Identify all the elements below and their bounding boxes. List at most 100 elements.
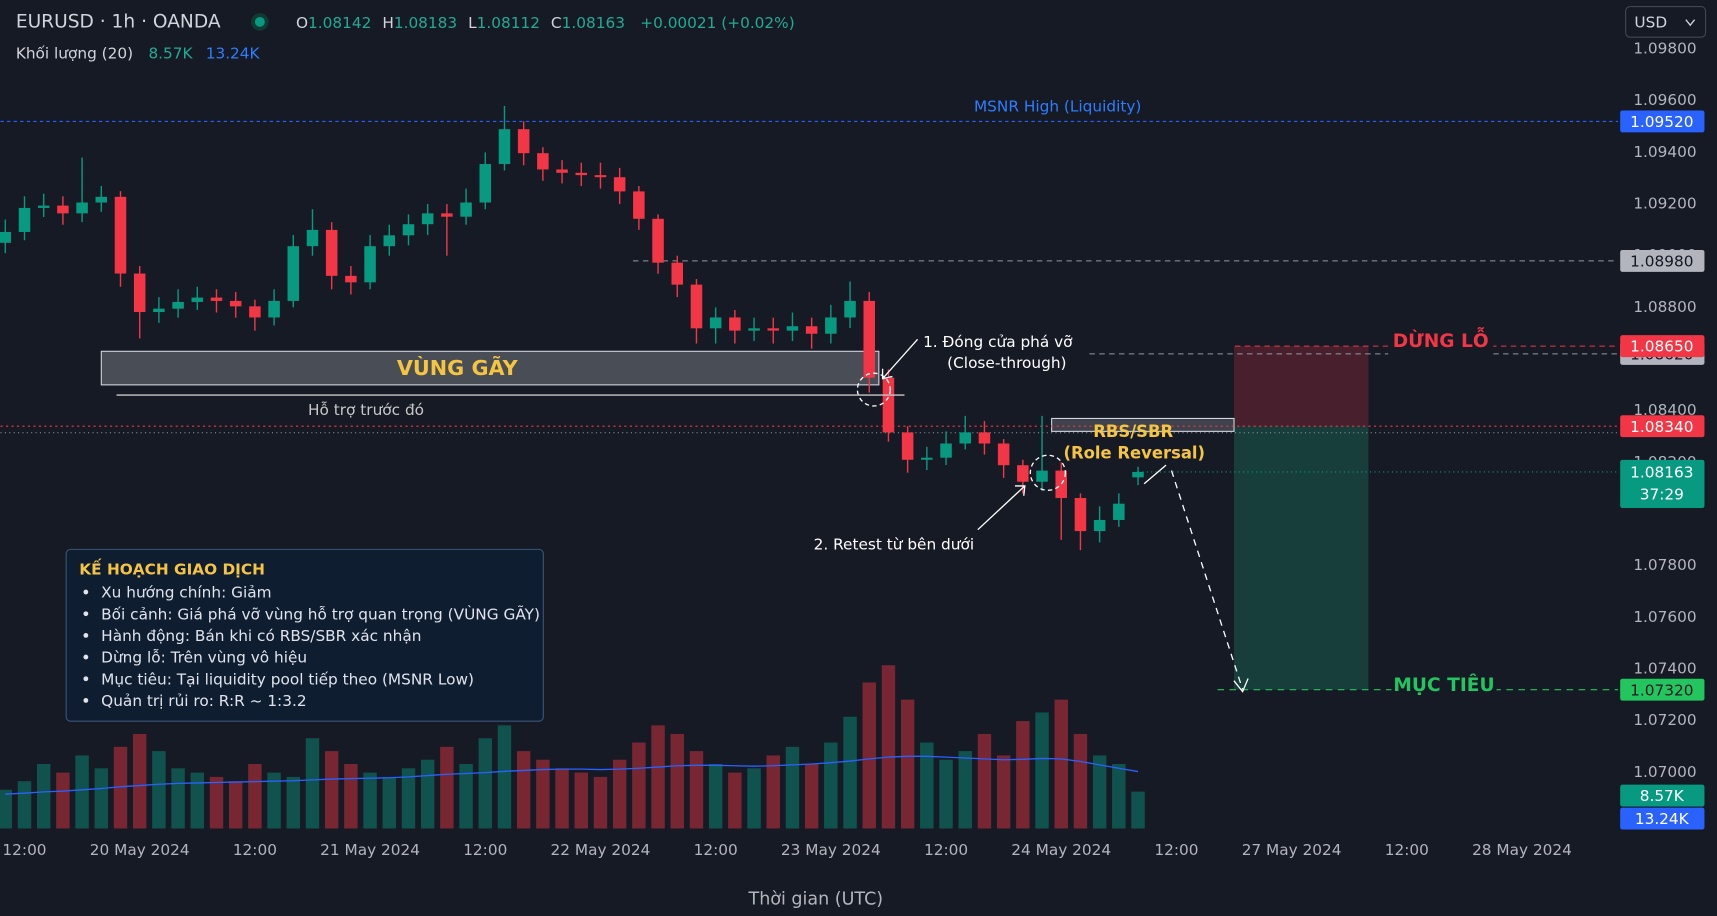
currency[interactable]: USD [1634,13,1667,31]
candle-body [709,317,722,329]
last-price: 1.08163 [1630,464,1693,482]
x-tick-label: 12:00 [463,841,507,859]
candle-body [249,306,261,318]
candle-body [191,297,204,302]
volume-bar [248,764,262,829]
zone-label: VÙNG GÃY [397,355,519,380]
bullet [83,676,89,682]
volume-ma-badge-bg [1620,807,1705,830]
bullet [83,654,89,660]
candle-body [76,202,88,214]
candle-body [690,284,703,329]
candle-body [575,172,588,176]
y-tick-label: 1.07000 [1633,763,1696,781]
status-dot [254,16,265,27]
level-label-bg [1391,675,1497,702]
volume-bar [900,699,915,829]
volume-bar [132,733,147,829]
volume-bar [1016,721,1030,829]
price-badge-bg [1620,249,1705,272]
x-tick-label: 12:00 [924,841,968,859]
y-tick-label: 1.09600 [1633,91,1696,109]
ohlc-label: L [468,13,477,31]
candle-body [1055,470,1067,499]
price-badge-bg [1620,335,1705,358]
volume-bar [0,789,13,829]
candle-body [441,213,453,217]
volume-bar [593,776,608,829]
volume-bar [536,759,550,829]
volume-bar [862,682,876,829]
ohlc: O1.08142 H1.08183 L1.08112 C1.08163 +0.00021… [296,13,795,31]
countdown: 37:29 [1640,485,1684,503]
candle-body [421,213,434,225]
volume-bar [574,772,588,829]
price-badge: 1.08340 [1630,418,1693,436]
volume-bar [958,751,972,829]
volume-bar [670,733,684,829]
close-through-circle [856,372,891,407]
candle-body [402,224,415,236]
x-tick-label: 20 May 2024 [90,841,190,859]
ohlc-value: 1.08142 [308,13,371,31]
volume-bar [843,716,857,829]
volume-bar [689,751,704,829]
candle-body [613,177,626,192]
y-tick-label: 1.08400 [1633,401,1696,419]
candle-body [825,317,837,334]
plan-item: Hành động: Bán khi có RBS/SBR xác nhận [101,627,421,645]
plan-panel [65,548,544,722]
candle-body [997,443,1010,466]
volume-bar [1073,733,1088,829]
candle-body [18,207,31,232]
volume-ma-line [5,755,1139,795]
volume-bar [478,738,492,829]
change: +0.00021 (+0.02%) [640,13,794,31]
volume-bar [382,776,396,829]
volume-bar [939,759,953,829]
dropdown-icon[interactable] [1685,19,1696,27]
candle-body [1017,465,1029,482]
plan-items: Xu hướng chính: Giảm Bối cảnh: Giá phá vỡ… [83,584,540,710]
candle-body [882,377,895,433]
volume-bar [881,665,896,829]
currency-button[interactable] [1625,6,1707,38]
candle-body [1093,519,1106,532]
price-badge: 1.09520 [1630,113,1693,131]
level-label-bg [1388,331,1494,359]
candle-body [325,229,338,276]
annotation: 1. Đóng cửa phá vỡ [923,333,1073,351]
volume-bar [401,768,416,829]
candle-body [901,432,914,460]
volume-bar [171,768,185,829]
retest-arrow [977,485,1026,531]
candle-body [345,275,357,283]
volume-bar [708,764,723,829]
candle-body [172,301,184,309]
x-tick-label: 24 May 2024 [1011,841,1111,859]
price-badge-bg [1620,110,1705,133]
candle-body [556,169,568,173]
y-tick-label: 1.09800 [1633,40,1696,58]
volume-bar [785,746,800,829]
volume-bar [555,768,569,829]
volume-ma-value: 13.24K [206,44,261,62]
candle-body [229,300,242,307]
volume-bar [1131,791,1145,829]
x-tick-label: 12:00 [1154,841,1198,859]
volume-bar [459,764,473,829]
candle-body [633,191,645,219]
annotation-shapes [116,338,1249,693]
ohlc-value: 1.08112 [477,13,540,31]
volume-bar [228,781,243,829]
volume-bar [996,755,1011,829]
x-tick-label: 12:00 [694,841,738,859]
candle-body [306,229,319,247]
arrow-head [1014,485,1026,496]
candle-body [95,196,108,203]
level-label: MSNR High (Liquidity) [974,98,1141,116]
candle-body [479,164,492,203]
y-tick-label: 1.07600 [1633,608,1696,626]
